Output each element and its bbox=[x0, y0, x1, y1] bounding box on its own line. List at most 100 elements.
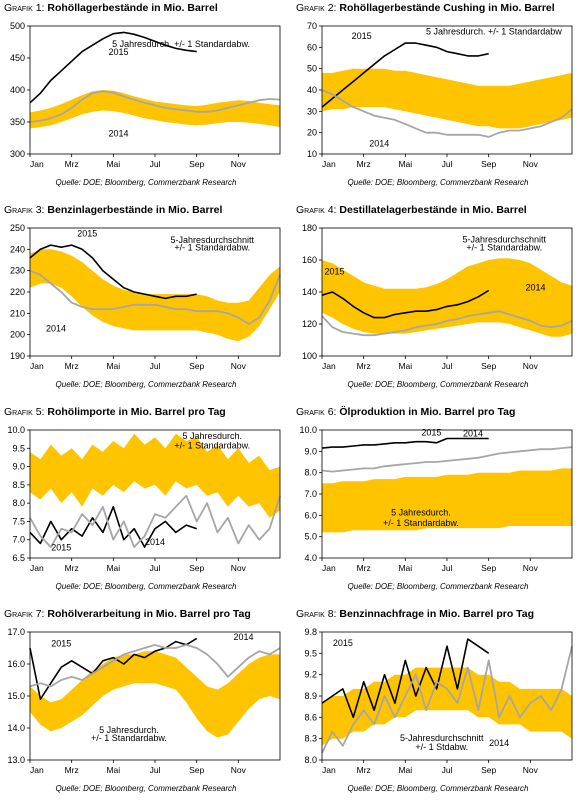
chart-svg: 8.0 8.3 8.6 8.9 9.2 9.5 9.8 Jan Mrz Mai Jul Sep Nov 2… bbox=[304, 627, 573, 775]
chart-prefix: Grafik bbox=[4, 2, 36, 14]
x-tick-label: Jan bbox=[322, 361, 336, 371]
chart-panel-1: Grafik 1: Rohöllagerbestände in Mio. Bar… bbox=[0, 0, 292, 202]
annotation-label: 2015 bbox=[324, 266, 344, 276]
annotation-label: 2015 bbox=[51, 543, 71, 553]
y-tick-label: 9.8 bbox=[304, 627, 317, 637]
y-tick-label: 400 bbox=[10, 85, 25, 95]
y-tick-label: 9.0 bbox=[12, 462, 25, 472]
series-line-2015 bbox=[29, 244, 197, 300]
annotation-label: 2015 bbox=[352, 31, 372, 41]
series-line-2014 bbox=[321, 446, 573, 473]
series-line-2014 bbox=[321, 89, 573, 138]
annotation-label: 5-Jahresdurchschnitt bbox=[463, 234, 547, 244]
band-5yr-average bbox=[30, 433, 280, 518]
y-tick-label: 5.0 bbox=[304, 532, 317, 542]
chart-panel-4: Grafik 4: Destillatelagerbestände in Mio… bbox=[292, 202, 584, 404]
chart-title-text: Rohöllagerbestände Cushing in Mio. Barre… bbox=[339, 2, 555, 14]
source-note: Quelle: DOE; Bloomberg, Commerzbank Rese… bbox=[55, 178, 237, 187]
chart-number: 7: bbox=[35, 608, 48, 620]
y-tick-label: 10 bbox=[307, 149, 317, 159]
x-tick-label: Mai bbox=[106, 563, 120, 573]
x-tick-label: Mai bbox=[106, 159, 120, 169]
x-tick-label: Jul bbox=[442, 765, 453, 775]
y-tick-label: 8.5 bbox=[12, 480, 25, 490]
series-line-2015 bbox=[29, 637, 198, 700]
chart-number: 5: bbox=[35, 406, 48, 418]
series-line-2014 bbox=[321, 645, 573, 754]
y-tick-label: 7.0 bbox=[304, 489, 317, 499]
series-line-2014 bbox=[29, 90, 281, 123]
y-tick-label: 15.0 bbox=[7, 691, 25, 701]
x-tick-label: Sep bbox=[189, 563, 204, 573]
x-tick-label: Sep bbox=[189, 159, 204, 169]
chart-number: 2: bbox=[327, 2, 340, 14]
annotation-label: 2015 bbox=[51, 638, 71, 648]
y-tick-label: 180 bbox=[302, 223, 317, 233]
series-line-2015 bbox=[321, 289, 490, 319]
x-tick-label: Sep bbox=[189, 765, 204, 775]
chart-svg: 13.0 14.0 15.0 16.0 17.0 Jan Mrz Mai Jul Sep Nov 20… bbox=[7, 627, 281, 775]
annotation-label: 2014 bbox=[109, 129, 129, 139]
y-tick-label: 60 bbox=[307, 42, 317, 52]
x-tick-label: Mai bbox=[398, 361, 412, 371]
band-5yr-average bbox=[30, 249, 280, 342]
chart-prefix: Grafik bbox=[4, 406, 36, 418]
x-tick-label: Mrz bbox=[65, 765, 79, 775]
chart-number: 3: bbox=[35, 204, 48, 216]
series-line-2015 bbox=[29, 31, 197, 104]
annotation-label: 2014 bbox=[145, 537, 165, 547]
x-tick-label: Mrz bbox=[357, 159, 371, 169]
y-tick-label: 70 bbox=[307, 21, 317, 31]
series-line-2014 bbox=[29, 643, 281, 688]
x-tick-label: Nov bbox=[231, 159, 247, 169]
x-tick-label: Mrz bbox=[65, 563, 79, 573]
chart-prefix: Grafik bbox=[296, 608, 328, 620]
x-tick-label: Mai bbox=[398, 159, 412, 169]
annotation-label: 2015 bbox=[333, 638, 353, 648]
chart-svg: 6.5 7.0 7.5 8.0 8.5 9.0 9.5 10.0 Jan Mrz Mai Jul Sep… bbox=[7, 425, 281, 573]
chart-panel-5: Grafik 5: Rohölimporte in Mio. Barrel pr… bbox=[0, 404, 292, 606]
annotation-label: +/- 1 Stdabw. bbox=[415, 742, 468, 752]
annotation-label: +/- 1 Standardabw. bbox=[174, 242, 250, 252]
y-tick-label: 300 bbox=[10, 149, 25, 159]
y-tick-label: 8.0 bbox=[304, 468, 317, 478]
chart-panel-8: Grafik 8: Benzinnachfrage in Mio. Barrel… bbox=[292, 606, 584, 808]
x-tick-label: Jul bbox=[150, 765, 161, 775]
y-tick-label: 8.9 bbox=[304, 691, 317, 701]
chart-title: Grafik 2: Rohöllagerbestände Cushing in … bbox=[296, 2, 555, 14]
x-tick-label: Jul bbox=[442, 361, 453, 371]
chart-prefix: Grafik bbox=[4, 608, 36, 620]
chart-title: Grafik 6: Ölproduktion in Mio. Barrel pr… bbox=[296, 406, 515, 418]
y-tick-label: 220 bbox=[10, 287, 25, 297]
band-5yr-average bbox=[322, 68, 572, 129]
band-5yr-average bbox=[322, 667, 572, 746]
y-tick-label: 200 bbox=[10, 330, 25, 340]
annotation-label: 2014 bbox=[463, 428, 483, 438]
source-note: Quelle: DOE; Bloomberg, Commerzbank Rese… bbox=[55, 784, 237, 793]
y-tick-label: 190 bbox=[10, 351, 25, 361]
x-tick-label: Jul bbox=[150, 361, 161, 371]
source-note: Quelle: DOE; Bloomberg, Commerzbank Rese… bbox=[347, 380, 529, 389]
source-note: Quelle: DOE; Bloomberg, Commerzbank Rese… bbox=[347, 178, 529, 187]
y-tick-label: 50 bbox=[307, 64, 317, 74]
x-tick-label: Jan bbox=[322, 765, 336, 775]
chart-title-text: Benzinlagerbestände in Mio. Barrel bbox=[47, 204, 223, 216]
annotation-label: 5 Jahresdurch. bbox=[99, 725, 159, 735]
chart-title-text: Destillatelagerbestände in Mio. Barrel bbox=[339, 204, 527, 216]
x-tick-label: Nov bbox=[523, 361, 539, 371]
series-line-2015 bbox=[321, 42, 489, 108]
annotation-label: 2014 bbox=[234, 632, 254, 642]
x-tick-label: Mrz bbox=[65, 361, 79, 371]
y-tick-label: 8.6 bbox=[304, 712, 317, 722]
chart-number: 6: bbox=[327, 406, 340, 418]
y-tick-label: 16.0 bbox=[7, 659, 25, 669]
y-tick-label: 9.2 bbox=[304, 670, 317, 680]
y-tick-label: 7.0 bbox=[12, 535, 25, 545]
y-tick-label: 250 bbox=[10, 223, 25, 233]
x-tick-label: Jul bbox=[442, 563, 453, 573]
x-tick-label: Mai bbox=[398, 563, 412, 573]
annotation-label: 2015 bbox=[109, 47, 129, 57]
chart-title-text: Rohölimporte in Mio. Barrel pro Tag bbox=[47, 406, 226, 418]
y-tick-label: 17.0 bbox=[7, 627, 25, 637]
